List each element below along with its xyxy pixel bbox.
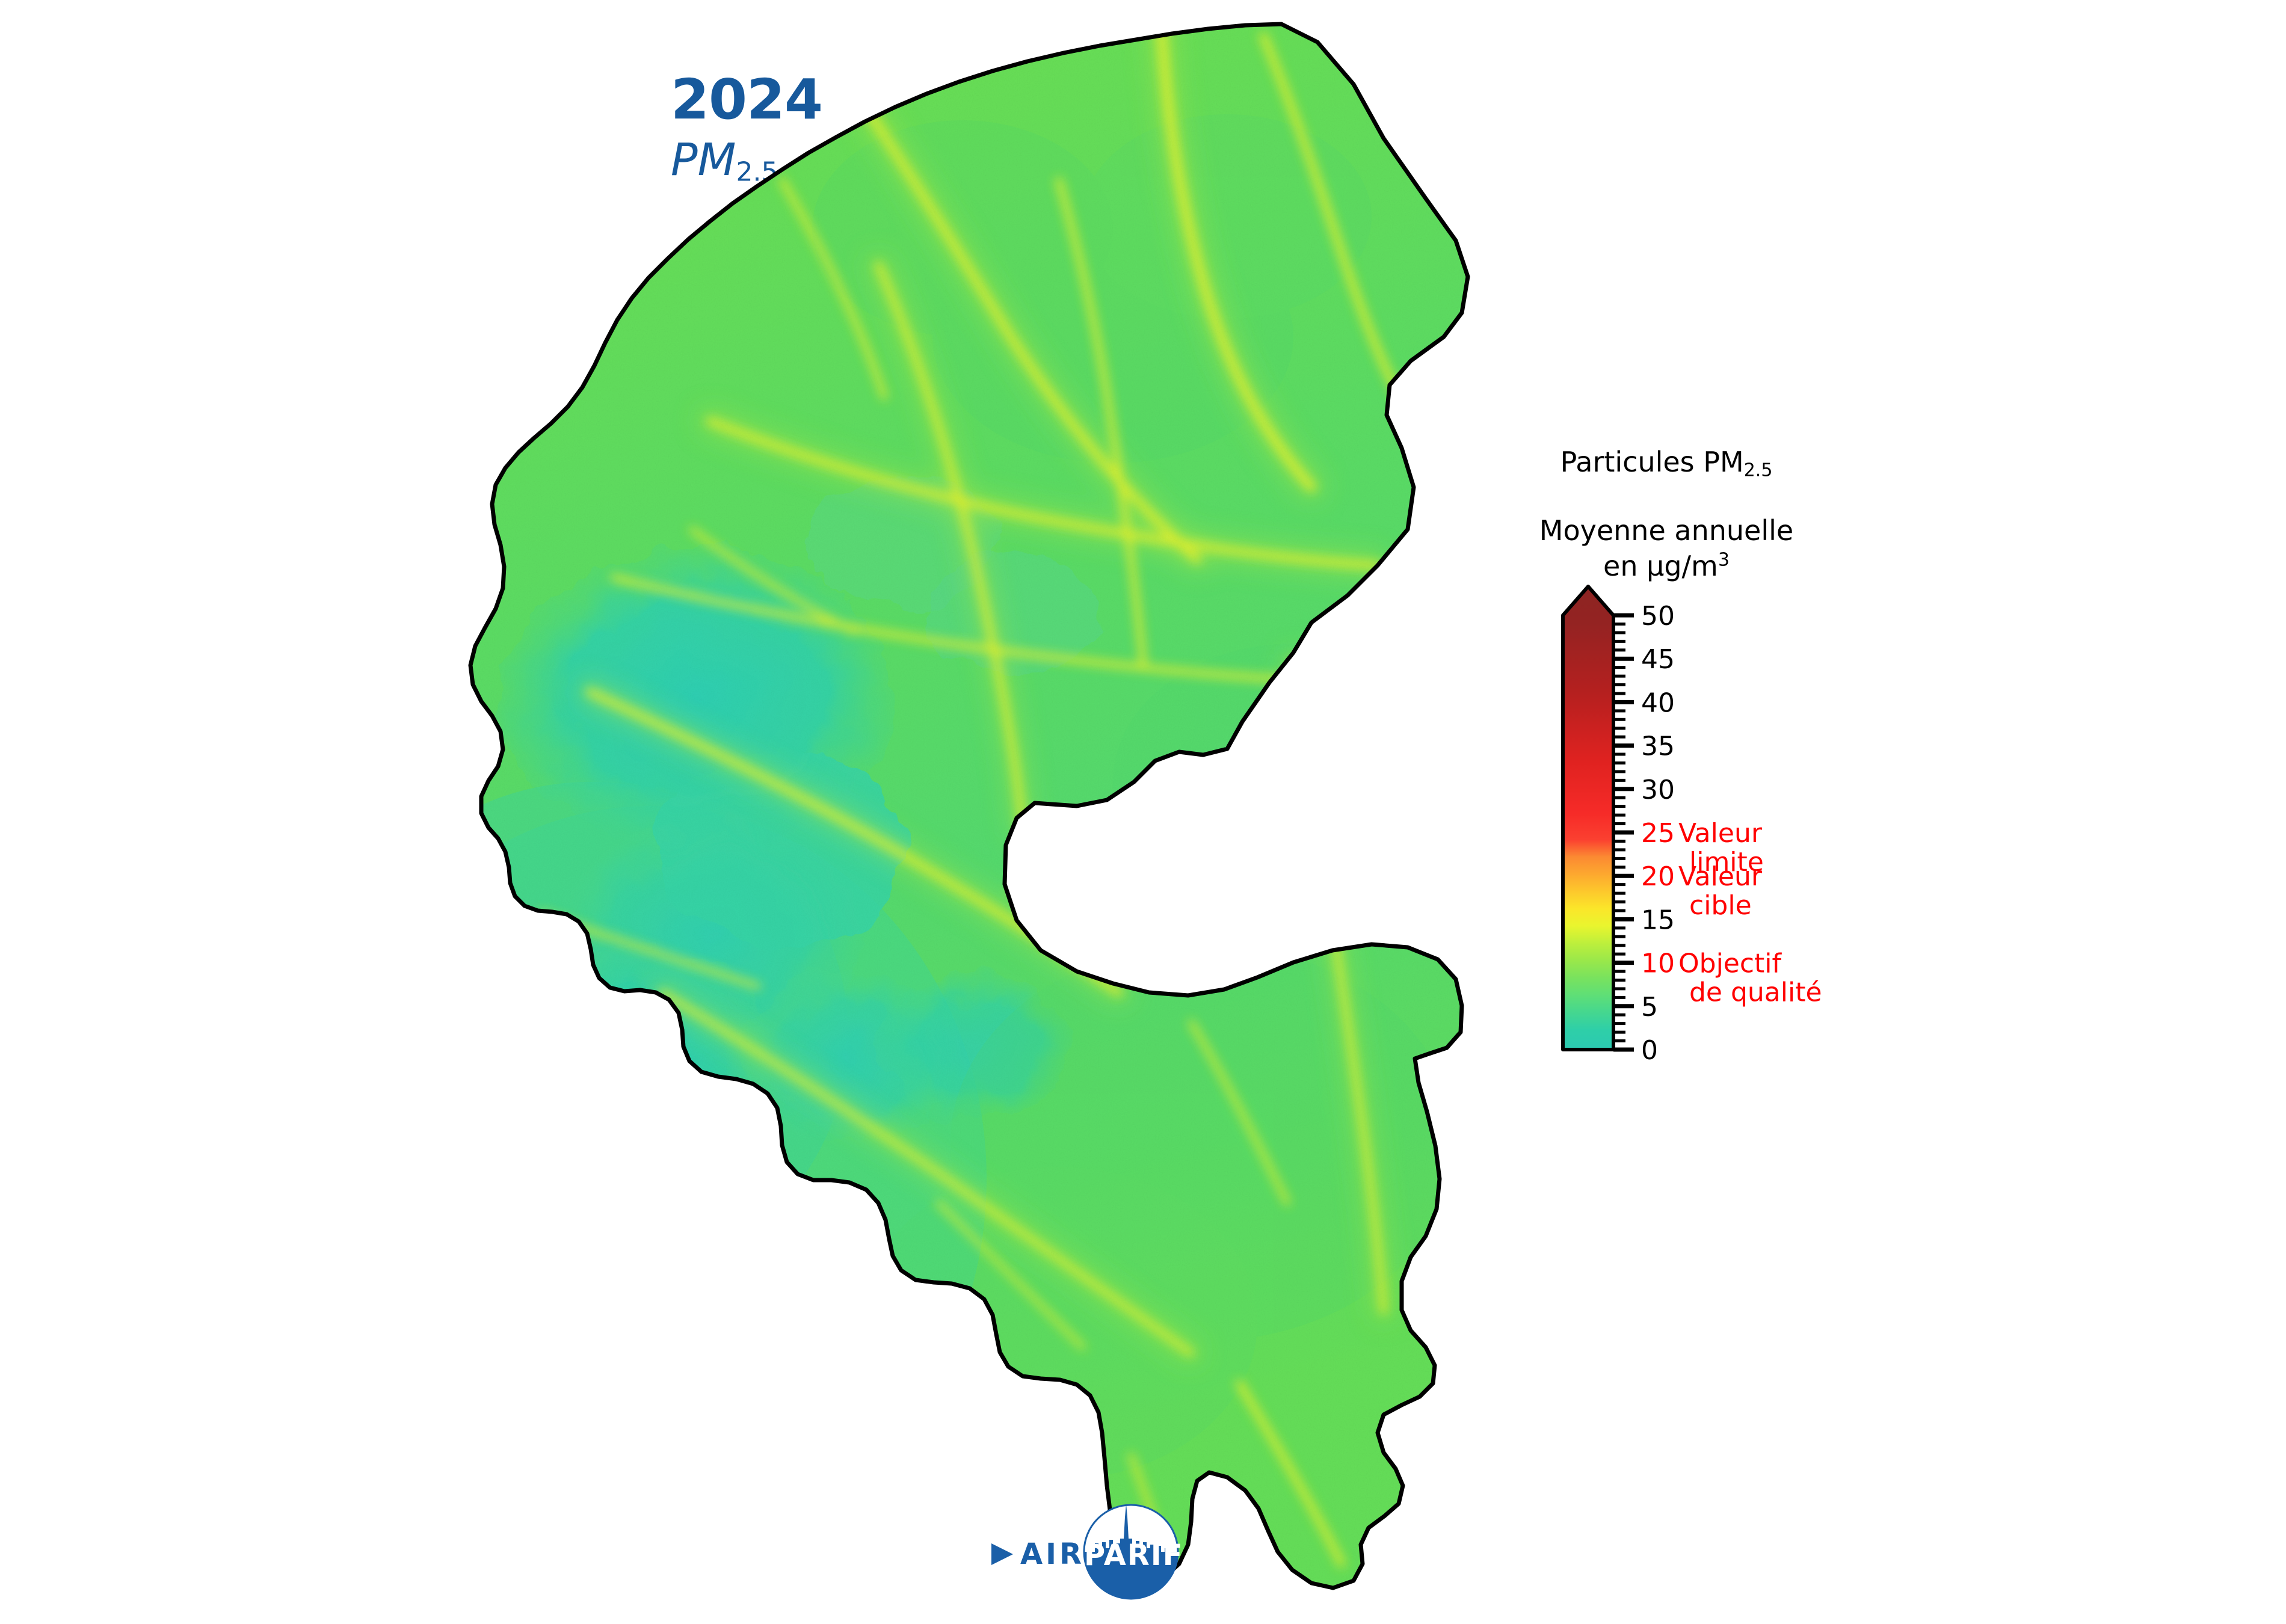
title-block: 2024 PM2.5 <box>671 72 1032 187</box>
legend-heading-subscript: 2.5 <box>1743 460 1773 481</box>
pollution-map <box>468 22 1470 1590</box>
colorbar-tick-label: 35 <box>1641 731 1675 762</box>
legend-heading: Particules PM2.5 <box>1498 445 1835 482</box>
colorbar-tick-label: 30 <box>1641 775 1675 805</box>
colorbar-gradient <box>1563 586 1613 1050</box>
colorbar-threshold-annotation: cible <box>1689 890 1752 921</box>
colorbar-tick-label: 25 <box>1641 818 1675 849</box>
pollutant-name: PM <box>671 134 736 186</box>
colorbar-threshold-annotation: Valeur <box>1678 818 1763 849</box>
legend-unit: en µg/m <box>1603 549 1718 582</box>
legend-subtitle-line2: en µg/m3 <box>1498 549 1835 584</box>
map-svg <box>468 22 1470 1590</box>
colorbar-tick-label: 45 <box>1641 644 1675 675</box>
colorbar-tick-label: 15 <box>1641 905 1675 935</box>
colorbar-tick-label: 20 <box>1641 861 1675 892</box>
colorbar-threshold-annotation: limite <box>1689 847 1764 878</box>
colorbar-tick-label: 0 <box>1641 1035 1658 1066</box>
colorbar-tick-label: 50 <box>1641 601 1675 632</box>
colorbar-threshold-annotation: Valeur <box>1678 861 1763 892</box>
page-title-pollutant: PM2.5 <box>671 134 1032 187</box>
department-boundary <box>468 22 1470 1590</box>
legend-unit-exponent: 3 <box>1718 549 1730 571</box>
colorbar-outline <box>1561 585 1615 1051</box>
legend-subtitle-line1: Moyenne annuelle <box>1539 514 1794 547</box>
logo-svg: AIR PARIF <box>991 1504 1184 1600</box>
logo-text-parif: PARIF <box>1084 1539 1184 1572</box>
colorbar-tick-label: 40 <box>1641 687 1675 718</box>
colorbar-tick-label: 10 <box>1641 949 1675 979</box>
legend-heading-main: Particules PM <box>1560 446 1744 478</box>
colorbar: 50 45 40 35 30 25 Valeur limite 20 Valeur cible 15 1… <box>1462 574 1895 1074</box>
triangle-icon <box>991 1543 1013 1565</box>
logo-text-air: AIR <box>1020 1537 1085 1571</box>
airparif-logo[interactable]: AIR PARIF <box>987 1492 1203 1612</box>
map-texture-overlay <box>470 24 1468 1588</box>
colorbar-tick-label: 5 <box>1641 992 1658 1023</box>
legend-panel: Particules PM2.5 Moyenne annuelle en µg/… <box>1462 445 1895 1066</box>
legend-subtitle: Moyenne annuelle en µg/m3 <box>1498 513 1835 584</box>
colorbar-threshold-annotation: de qualité <box>1689 977 1822 1008</box>
page-title-year: 2024 <box>671 67 823 132</box>
map-raster-layer <box>470 24 1468 1588</box>
colorbar-threshold-annotation: Objectif <box>1678 949 1782 979</box>
